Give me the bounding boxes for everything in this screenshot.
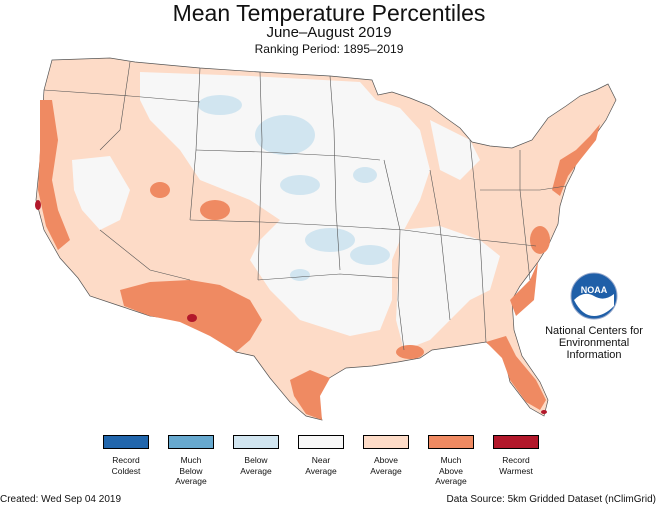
region-below-average-dakotas: [255, 115, 315, 155]
legend-above: Above Average: [356, 435, 416, 476]
region-near-average-plains: [140, 72, 430, 336]
region-much-above-average-carolinas: [530, 226, 550, 254]
legend-label: Record Coldest: [111, 455, 141, 476]
legend-swatch: [168, 435, 214, 449]
ncei-line2: Environmental: [558, 337, 630, 349]
region-much-above-average-pacific-coast: [38, 100, 70, 250]
region-below-average-iowa: [353, 167, 377, 183]
legend-swatch: [493, 435, 539, 449]
legend-swatch: [298, 435, 344, 449]
region-much-above-average-rockies: [200, 200, 230, 220]
noaa-logo: NOAA: [570, 272, 618, 320]
legend-label: Below Average: [240, 455, 272, 476]
legend-label: Much Below Average: [175, 455, 207, 486]
legend-swatch: [363, 435, 409, 449]
region-record-warmest-florida-keys: [541, 410, 547, 414]
legend-much-below: Much Below Average: [161, 435, 221, 487]
region-below-average-montana: [198, 95, 242, 115]
legend-record-warmest: Record Warmest: [486, 435, 546, 476]
ncei-line1: National Centers for: [545, 325, 643, 337]
region-near-average-west: [72, 156, 130, 230]
data-source: Data Source: 5km Gridded Dataset (nClimG…: [446, 494, 656, 505]
region-much-above-average-texas: [290, 370, 330, 420]
region-below-average-texas-panhandle: [290, 269, 310, 281]
region-record-warmest-arizona: [187, 314, 197, 322]
ncei-label: National Centers for Environmental Infor…: [540, 325, 648, 361]
region-near-average-greatlakes: [430, 120, 480, 180]
legend: Record Coldest Much Below Average Below Aver…: [0, 435, 658, 495]
legend-near: Near Average: [291, 435, 351, 476]
legend-swatch: [233, 435, 279, 449]
ranking-period: Ranking Period: 1895–2019: [254, 42, 404, 56]
region-below-average-kansas: [305, 228, 355, 252]
legend-below: Below Average: [226, 435, 286, 476]
legend-label: Record Warmest: [499, 455, 533, 476]
created-date: Created: Wed Sep 04 2019: [0, 494, 122, 505]
noaa-logo-text: NOAA: [581, 285, 608, 295]
legend-swatch: [103, 435, 149, 449]
region-much-above-average-southeast-coast: [510, 262, 538, 316]
state-boundaries: [43, 61, 567, 351]
legend-swatch: [428, 435, 474, 449]
map-title: Mean Temperature Percentiles: [172, 0, 486, 26]
region-record-warmest-california: [35, 200, 41, 210]
legend-label: Above Average: [370, 455, 402, 476]
map-subtitle: June–August 2019: [266, 24, 392, 41]
region-below-average-oklahoma: [350, 245, 390, 265]
legend-label: Much Above Average: [435, 455, 467, 486]
region-much-above-average-louisiana: [396, 345, 424, 359]
region-near-average-southeast: [396, 226, 500, 350]
legend-record-coldest: Record Coldest: [96, 435, 156, 476]
region-much-above-average-florida: [486, 336, 546, 410]
region-much-above-average-colorado: [150, 182, 170, 198]
ncei-line3: Information: [566, 349, 622, 361]
region-much-above-average-northeast: [552, 124, 600, 196]
legend-label: Near Average: [305, 455, 337, 476]
region-below-average-nebraska: [280, 175, 320, 195]
legend-much-above: Much Above Average: [421, 435, 481, 487]
